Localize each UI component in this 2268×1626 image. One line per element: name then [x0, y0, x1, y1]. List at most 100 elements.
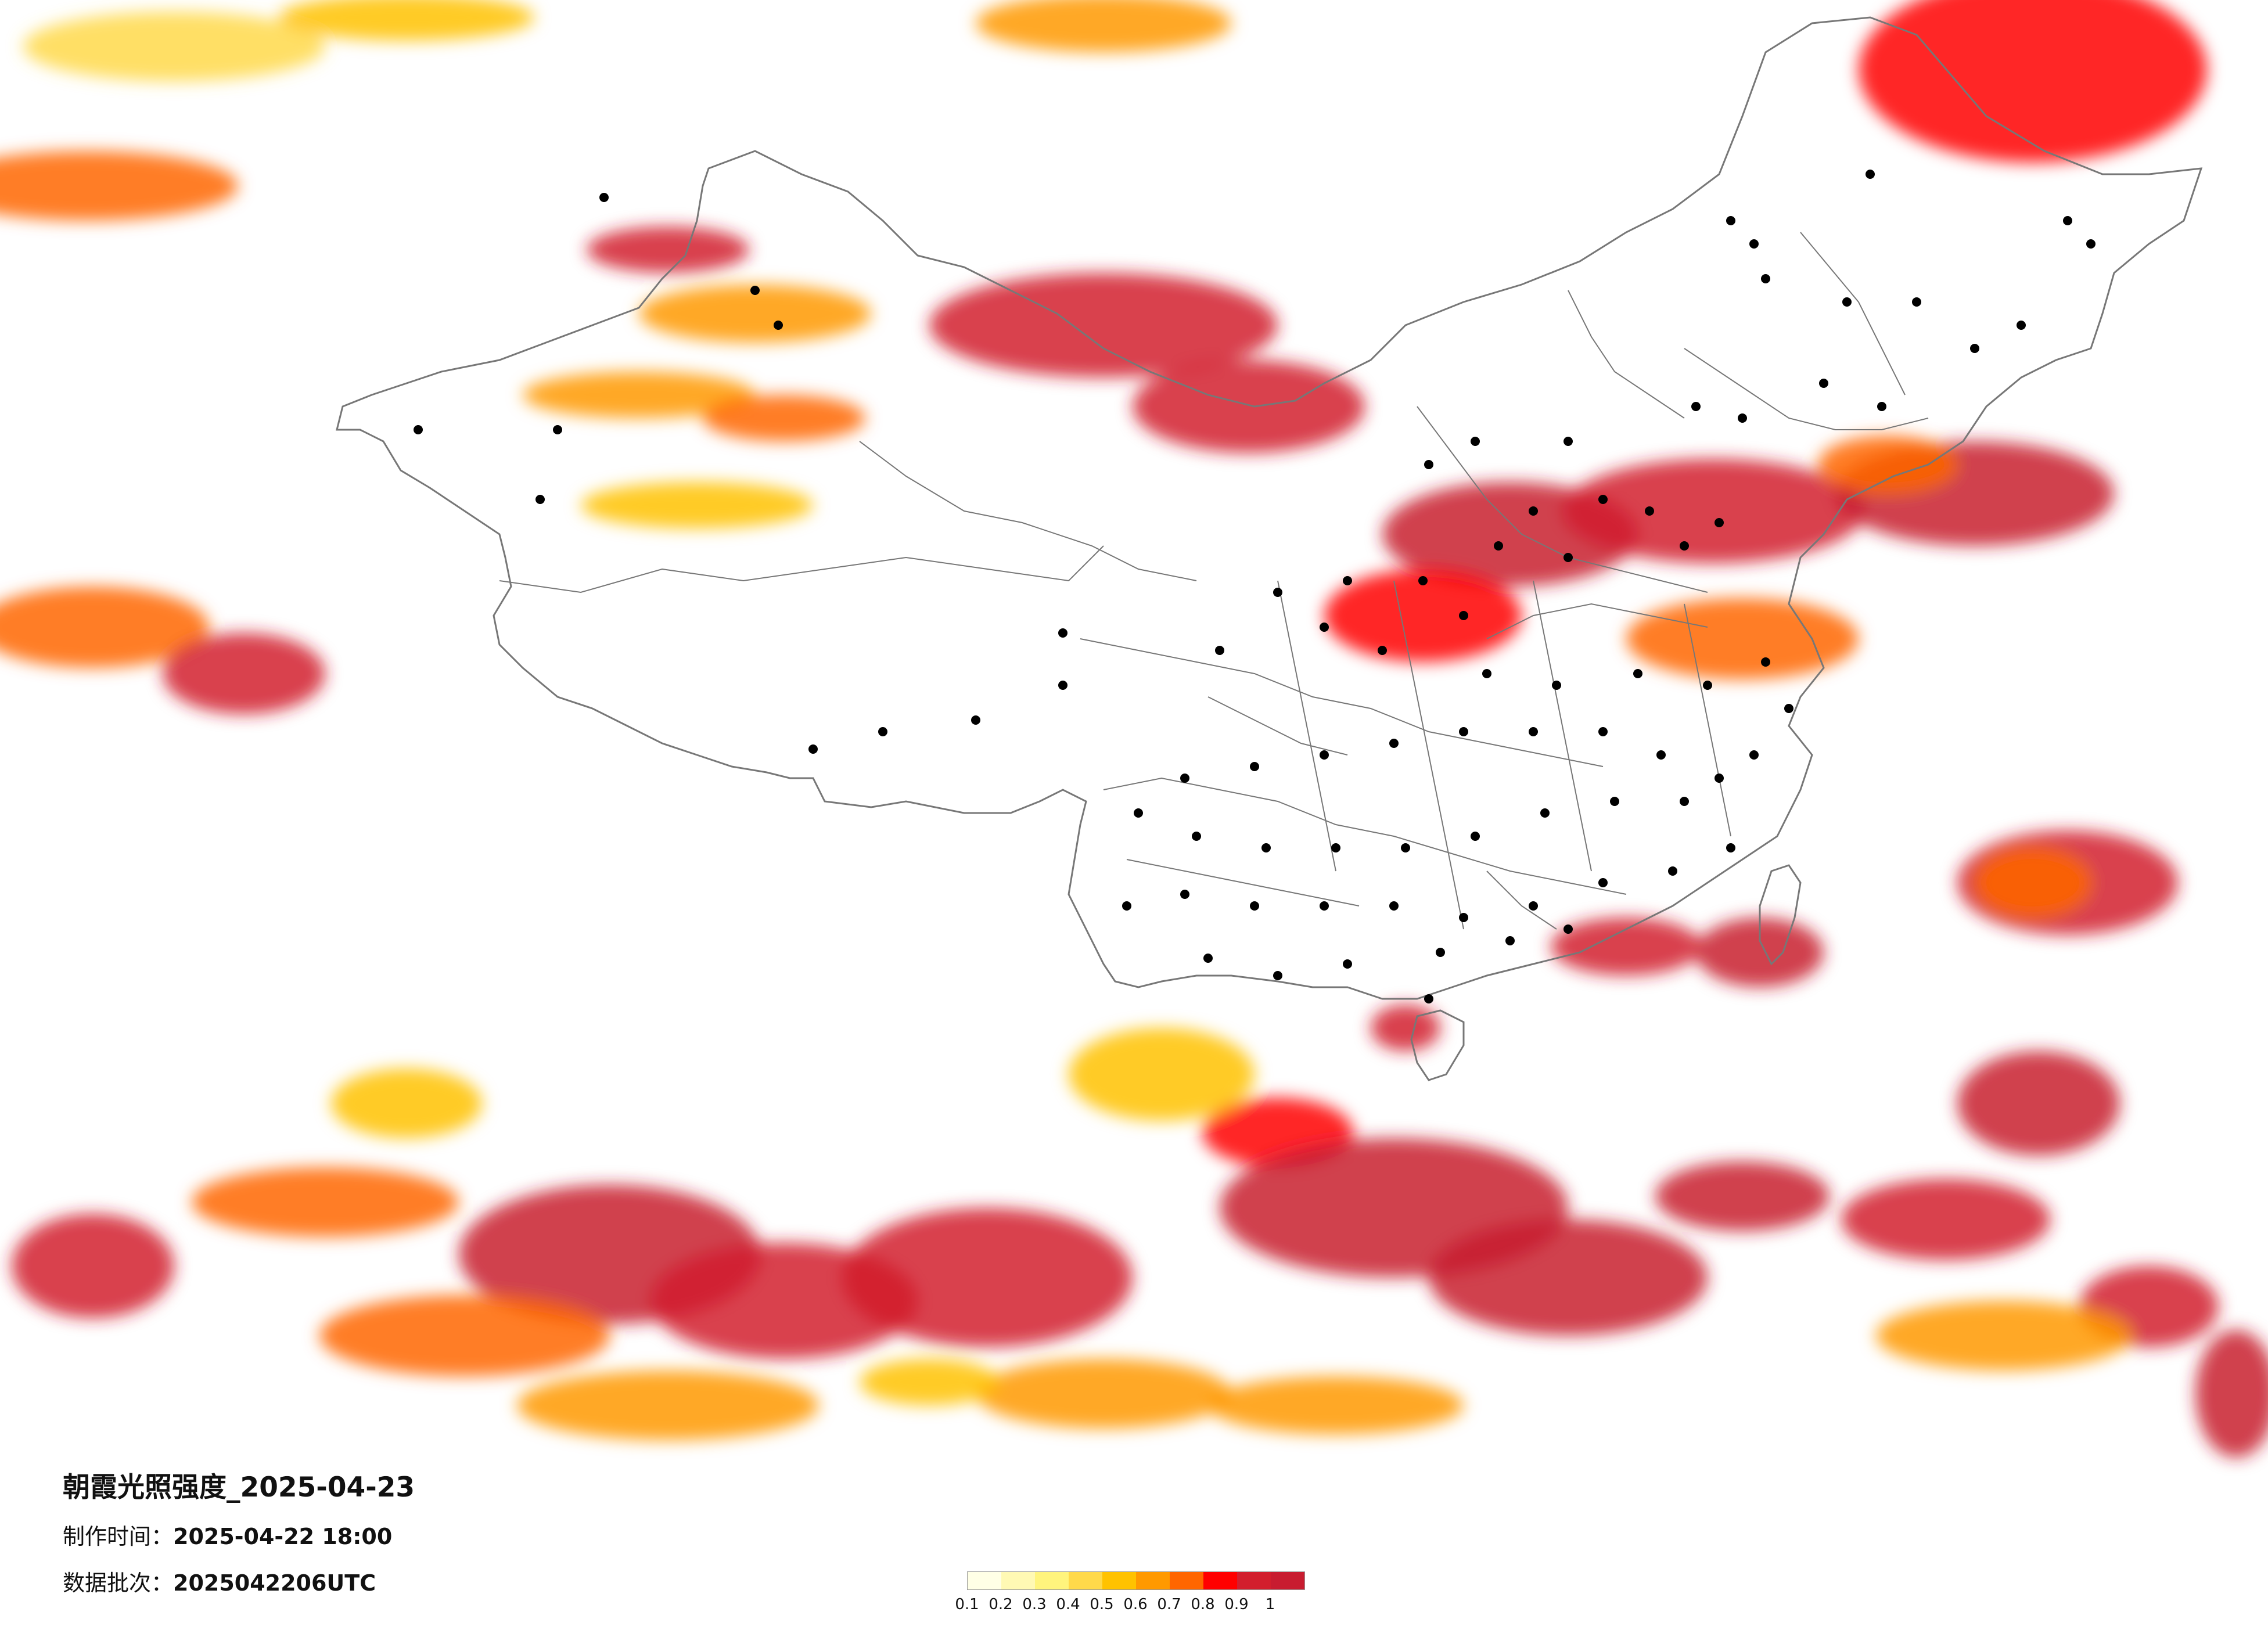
city-dot: [1180, 774, 1189, 783]
legend-swatch: [1001, 1572, 1035, 1589]
city-dot: [1471, 832, 1480, 841]
intensity-patch: [703, 395, 865, 441]
city-dot: [1668, 866, 1677, 876]
city-dot: [1058, 628, 1067, 638]
legend-swatch: [968, 1572, 1001, 1589]
data-batch-label: 数据批次：: [63, 1570, 174, 1596]
city-dot: [535, 495, 545, 504]
intensity-patch: [23, 12, 325, 81]
city-dot: [878, 727, 887, 736]
legend-ticks: 0.1 0.2 0.3 0.4 0.5 0.6 0.7 0.8 0.9 1: [951, 1596, 1335, 1619]
legend-tick-label: 0.1: [955, 1596, 979, 1613]
legend-tick-label: 0.9: [1224, 1596, 1249, 1613]
intensity-patch: [1696, 918, 1824, 987]
intensity-patch: [581, 482, 813, 528]
intensity-field: [0, 0, 2268, 1458]
legend-swatch: [1102, 1572, 1136, 1589]
city-dot: [1494, 541, 1503, 551]
intensity-patch: [12, 1214, 174, 1318]
intensity-patch: [1551, 918, 1702, 976]
intensity-patch: [523, 372, 755, 418]
legend-tick-label: 0.2: [989, 1596, 1013, 1613]
city-dot: [1715, 774, 1724, 783]
city-dot: [1320, 901, 1329, 911]
city-dot: [1633, 669, 1642, 678]
city-dot: [750, 286, 760, 295]
legend-swatch: [1170, 1572, 1203, 1589]
city-dot: [1529, 506, 1538, 516]
intensity-patch: [639, 285, 871, 343]
city-dot: [1250, 762, 1259, 771]
legend-swatch: [1035, 1572, 1069, 1589]
city-dot: [1726, 843, 1735, 852]
city-dot: [1866, 170, 1875, 179]
city-dot: [1912, 297, 1921, 307]
city-dot: [1610, 797, 1619, 806]
intensity-patch: [976, 1359, 1231, 1429]
intensity-patch: [1818, 436, 1957, 494]
city-dot: [1598, 495, 1608, 504]
country-outline: [336, 16, 2203, 1000]
city-dot: [1563, 437, 1573, 446]
intensity-patch: [319, 1295, 610, 1376]
intensity-patch: [976, 0, 1231, 52]
city-dot: [1970, 344, 1979, 353]
city-dot: [1691, 402, 1701, 411]
legend-swatch: [1237, 1572, 1271, 1589]
intensity-patch: [1208, 1376, 1464, 1434]
city-dot: [1424, 460, 1433, 469]
city-dot: [1401, 843, 1410, 852]
city-dot: [1343, 576, 1352, 585]
city-dot: [1250, 901, 1259, 911]
map-title: 朝霞光照强度_2025-04-23: [63, 1472, 415, 1503]
intensity-patch: [279, 0, 534, 41]
city-dot: [1331, 843, 1340, 852]
city-dot: [1715, 518, 1724, 527]
intensity-patch: [0, 587, 209, 668]
color-legend: [967, 1571, 1305, 1590]
city-dot: [1761, 274, 1770, 283]
intensity-patch: [1841, 1179, 2050, 1260]
data-batch: 数据批次：2025042206UTC: [63, 1565, 376, 1597]
city-dot: [1749, 750, 1759, 760]
city-dot: [1320, 750, 1329, 760]
intensity-patch: [1626, 598, 1859, 679]
city-dot: [1552, 681, 1561, 690]
city-dot: [1529, 901, 1538, 911]
taiwan-outline: [1759, 864, 1802, 966]
city-dot: [1842, 297, 1852, 307]
intensity-patch: [192, 1167, 459, 1237]
production-time-label: 制作时间：: [63, 1524, 174, 1549]
province-lines: [499, 232, 1929, 930]
intensity-patch: [1876, 1301, 2132, 1370]
legend-tick-label: 0.6: [1123, 1596, 1148, 1613]
intensity-patch: [1133, 360, 1365, 453]
city-dot: [599, 193, 609, 202]
city-dot: [1703, 681, 1712, 690]
city-dot: [1680, 797, 1689, 806]
intensity-patch: [331, 1069, 482, 1138]
legend-swatch: [1069, 1572, 1102, 1589]
city-dot: [1389, 739, 1399, 748]
intensity-patch: [2195, 1330, 2268, 1458]
city-dot: [1134, 808, 1143, 818]
city-dot: [1320, 623, 1329, 632]
intensity-patch: [517, 1370, 819, 1440]
intensity-patch: [1975, 848, 2091, 918]
city-dot: [1122, 901, 1131, 911]
intensity-patch: [1655, 1161, 1830, 1231]
city-dot: [553, 425, 562, 434]
legend-swatch: [1203, 1572, 1237, 1589]
legend-swatch: [1136, 1572, 1170, 1589]
intensity-patch: [0, 151, 238, 221]
city-dot: [1598, 727, 1608, 736]
intensity-patch: [163, 633, 325, 714]
intensity-patch: [842, 1208, 1133, 1347]
city-dot: [1563, 924, 1573, 934]
city-dot: [774, 321, 783, 330]
city-dot: [1505, 936, 1515, 945]
city-dot: [1680, 541, 1689, 551]
city-dot: [1598, 878, 1608, 887]
legend-tick-label: 0.7: [1157, 1596, 1181, 1613]
